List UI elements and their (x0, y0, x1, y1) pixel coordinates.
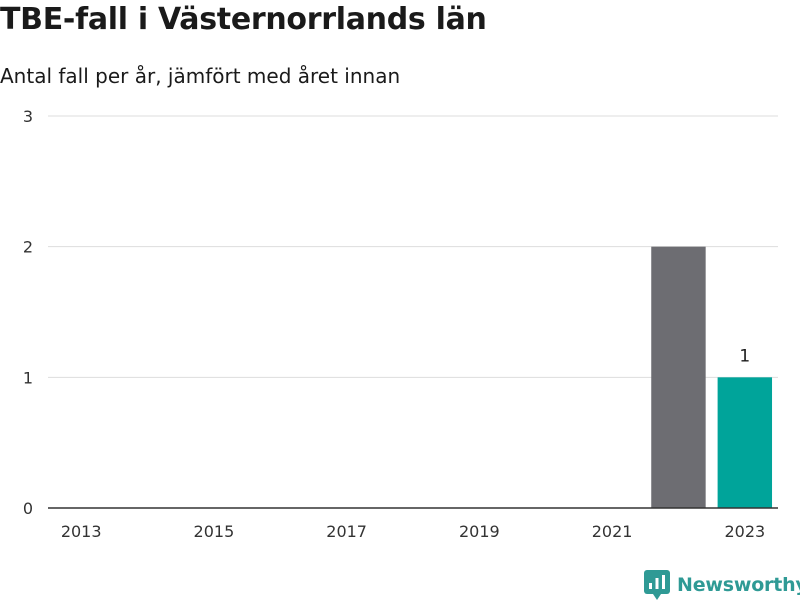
x-tick-label-2017: 2017 (326, 522, 367, 541)
y-tick-label-1: 1 (23, 368, 33, 387)
bar-2022 (651, 246, 706, 508)
newsworthy-logo-icon (644, 570, 670, 600)
y-tick-label-2: 2 (23, 238, 33, 257)
bar-2023 (717, 377, 773, 508)
x-tick-label-2019: 2019 (459, 522, 500, 541)
chart-subtitle: Antal fall per år, jämfört med året inna… (0, 64, 401, 88)
x-tick-label-2021: 2021 (592, 522, 633, 541)
x-tick-label-2013: 2013 (61, 522, 102, 541)
data-label-2023: 1 (739, 346, 750, 366)
newsworthy-logo-text: Newsworthy (677, 574, 800, 596)
y-tick-label-0: 0 (23, 499, 33, 518)
x-tick-label-2015: 2015 (194, 522, 235, 541)
newsworthy-logo: Newsworthy (644, 570, 800, 600)
x-tick-label-2023: 2023 (724, 522, 765, 541)
chart-title: TBE-fall i Västernorrlands län (0, 2, 487, 37)
y-tick-label-3: 3 (23, 107, 33, 126)
